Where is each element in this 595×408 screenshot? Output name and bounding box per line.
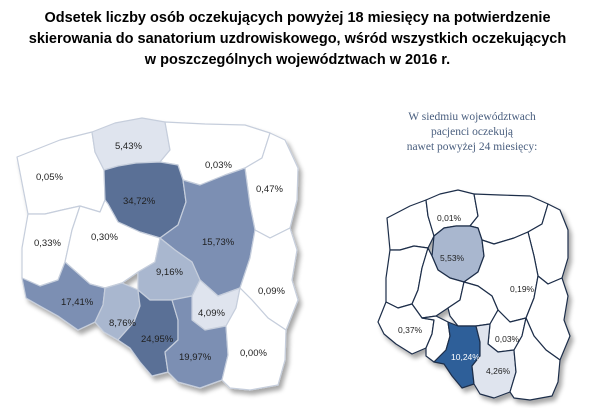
region-24-podkarpackie: [509, 317, 561, 401]
label-lubuskie: 0,33%: [34, 238, 61, 249]
region-podkarpackie: [221, 287, 287, 391]
label-warminsko-mazurskie: 0,03%: [205, 160, 232, 171]
label-swietokrzyskie: 4,09%: [198, 308, 225, 319]
title-line-1: Odsetek liczby osób oczekujących powyżej…: [44, 10, 551, 26]
note-line-2: pacjenci oczekują: [430, 126, 514, 138]
label-pomorskie: 5,43%: [115, 141, 142, 152]
label-mazowieckie: 15,73%: [202, 237, 235, 248]
label-podlaskie: 0,47%: [256, 184, 283, 195]
label-kujawsko-pomorskie: 34,72%: [123, 196, 156, 207]
label-opolskie: 8,76%: [109, 318, 136, 329]
map-24-months: [377, 189, 571, 401]
note-line-1: W siedmiu województwach: [408, 111, 536, 123]
label-24-mazowieckie: 0,19%: [510, 284, 535, 294]
map-24-labels: 0,01% 5,53% 0,19% 0,37% 0,03% 10,24% 4,2…: [398, 213, 535, 376]
title-line-2: skierowania do sanatorium uzdrowiskowego…: [28, 31, 567, 47]
label-wielkopolskie: 0,30%: [91, 232, 118, 243]
chart-title: Odsetek liczby osób oczekujących powyżej…: [0, 8, 595, 71]
label-dolnoslaskie: 17,41%: [61, 297, 94, 308]
region-24-malopolskie: [471, 323, 517, 399]
label-podkarpackie: 0,00%: [240, 348, 267, 359]
label-lodzkie: 9,16%: [156, 267, 183, 278]
label-24-pomorskie: 0,01%: [437, 213, 462, 223]
note-line-3: nawet powyżej 24 miesięcy:: [406, 141, 538, 153]
note-24-months: W siedmiu województwach pacjenci oczekuj…: [372, 110, 572, 155]
region-lubelskie: [239, 227, 299, 331]
label-24-slaskie: 10,24%: [451, 352, 480, 362]
region-malopolskie: [164, 295, 229, 389]
label-lubelskie: 0,09%: [258, 286, 285, 297]
label-malopolskie: 19,97%: [179, 352, 212, 363]
label-24-kujawsko-pomorskie: 5,53%: [440, 253, 465, 263]
label-24-malopolskie: 4,26%: [486, 366, 511, 376]
map-18-labels: 5,43% 0,03% 0,05% 34,72% 0,47% 0,33% 0,3…: [34, 141, 285, 363]
label-zachodniopomorskie: 0,05%: [36, 172, 63, 183]
label-24-dolnoslaskie: 0,37%: [398, 325, 423, 335]
label-24-swietokrzyskie: 0,03%: [495, 334, 520, 344]
title-line-3: w poszczególnych województwach w 2016 r.: [144, 52, 451, 68]
map-18-months: [16, 117, 299, 391]
label-slaskie: 24,95%: [141, 334, 174, 345]
